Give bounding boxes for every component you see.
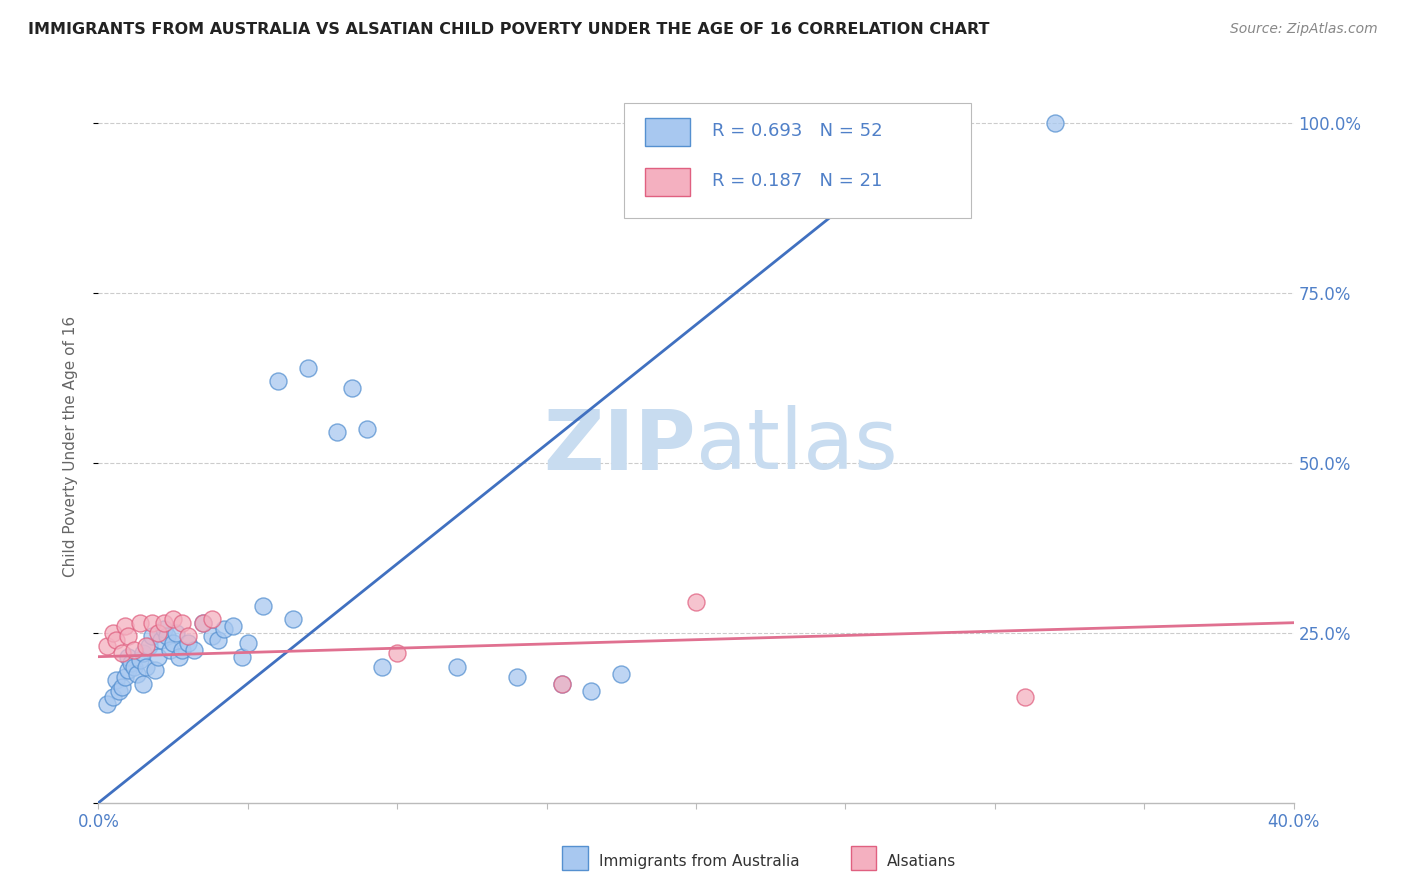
Point [172, 615, 194, 630]
Point [610, 666, 633, 681]
Point [135, 640, 157, 654]
Point [177, 636, 200, 650]
Point [924, 133, 946, 147]
Text: atlas: atlas [696, 406, 897, 486]
Point [385, 646, 409, 660]
Point [132, 677, 155, 691]
Point [111, 646, 134, 660]
Point [201, 612, 224, 626]
Point [124, 643, 146, 657]
Point [1014, 690, 1036, 705]
Point [685, 595, 707, 609]
Point [153, 623, 176, 637]
Point [356, 422, 378, 436]
Point [135, 660, 157, 674]
Point [127, 666, 149, 681]
Point [120, 657, 142, 671]
Point [117, 629, 139, 643]
Point [162, 612, 184, 626]
Point [129, 653, 152, 667]
Bar [644, 168, 690, 196]
Point [550, 677, 572, 691]
Point [939, 123, 962, 137]
Point [371, 660, 394, 674]
Point [148, 649, 170, 664]
Point [143, 663, 166, 677]
Point [297, 360, 319, 375]
Text: R = 0.693   N = 52: R = 0.693 N = 52 [711, 122, 882, 140]
Point [148, 626, 170, 640]
Point [103, 626, 125, 640]
Point [167, 649, 190, 664]
Point [117, 649, 139, 664]
Point [212, 623, 235, 637]
Point [159, 643, 181, 657]
Point [132, 646, 155, 660]
Text: ZIP: ZIP [544, 406, 696, 486]
Point [231, 649, 253, 664]
Point [96, 698, 118, 712]
Point [156, 629, 179, 643]
Bar [644, 118, 690, 146]
Point [117, 663, 139, 677]
Point [446, 660, 468, 674]
Point [138, 640, 160, 654]
Point [207, 632, 229, 647]
Point [105, 632, 128, 647]
Point [183, 643, 205, 657]
Point [103, 690, 125, 705]
Point [124, 660, 146, 674]
Point [201, 629, 224, 643]
Point [114, 619, 136, 633]
Point [153, 615, 176, 630]
Text: Immigrants from Australia: Immigrants from Australia [599, 855, 800, 869]
Point [150, 632, 173, 647]
Point [105, 673, 128, 688]
Point [165, 626, 187, 640]
Point [114, 670, 136, 684]
Point [236, 636, 259, 650]
Point [342, 381, 364, 395]
Point [111, 680, 134, 694]
Point [581, 683, 603, 698]
Point [252, 599, 274, 613]
Point [326, 425, 349, 440]
Text: Alsatians: Alsatians [887, 855, 956, 869]
Point [506, 670, 529, 684]
Point [191, 615, 214, 630]
Point [141, 629, 163, 643]
Y-axis label: Child Poverty Under the Age of 16: Child Poverty Under the Age of 16 [63, 316, 77, 576]
Text: R = 0.187   N = 21: R = 0.187 N = 21 [711, 172, 882, 190]
Point [281, 612, 304, 626]
Point [96, 640, 118, 654]
Point [141, 615, 163, 630]
Point [177, 629, 200, 643]
Point [108, 683, 131, 698]
FancyBboxPatch shape [624, 103, 970, 218]
Point [267, 375, 290, 389]
Text: IMMIGRANTS FROM AUSTRALIA VS ALSATIAN CHILD POVERTY UNDER THE AGE OF 16 CORRELAT: IMMIGRANTS FROM AUSTRALIA VS ALSATIAN CH… [28, 22, 990, 37]
Point [129, 615, 152, 630]
Point [1043, 116, 1066, 130]
Point [172, 643, 194, 657]
Point [222, 619, 245, 633]
Point [162, 636, 184, 650]
Point [191, 615, 214, 630]
Point [550, 677, 572, 691]
Text: Source: ZipAtlas.com: Source: ZipAtlas.com [1230, 22, 1378, 37]
